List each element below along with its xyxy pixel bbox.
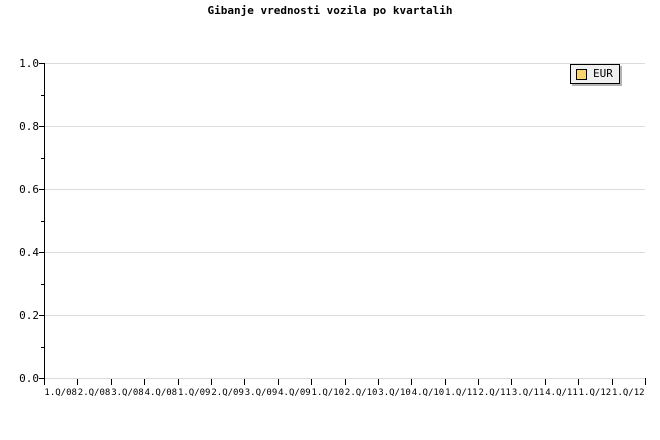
x-axis-tick [478,379,479,385]
x-axis-tick [445,379,446,385]
gridline [45,252,645,253]
legend-swatch-eur [576,68,587,80]
x-axis-tick-label: 1.Q/10 [311,388,345,398]
x-axis-tick [411,379,412,385]
x-axis-tick [545,379,546,385]
gridline [45,378,645,379]
y-axis-tick-label: 0.6 [19,183,39,196]
y-axis-tick [39,189,45,190]
x-axis-tick-label: 4.Q/08 [144,388,178,398]
x-axis-tick-label: 4.Q/11 [545,388,578,398]
gridline [45,315,645,316]
x-axis-tick [111,379,112,385]
gridline [45,126,645,127]
x-axis-tick [178,379,179,385]
chart-title: Gibanje vrednosti vozila po kvartalih [207,4,453,17]
x-axis-tick-label: 4.Q/09 [278,388,311,398]
x-axis-tick [211,379,212,385]
x-axis-tick-label: 2.Q/09 [211,388,244,398]
x-axis-tick [345,379,346,385]
x-axis-tick-label: 2.Q/11 [478,388,511,398]
y-axis-tick [39,126,45,127]
x-axis-tick [244,379,245,385]
x-axis-tick-label: 2.Q/08 [77,388,111,398]
x-axis-tick [311,379,312,385]
y-axis-tick-label: 0.0 [19,372,39,385]
x-axis-tick [511,379,512,385]
y-axis-tick-label: 0.8 [19,120,39,133]
gridline [45,189,645,190]
x-axis-tick-label: 3.Q/10 [378,388,411,398]
x-axis-tick [612,379,613,385]
y-axis-tick-label: 0.2 [19,309,39,322]
y-axis-minor-tick [41,284,45,285]
x-axis-tick-label: 3.Q/08 [111,388,144,398]
chart-legend[interactable]: EUR [570,64,620,84]
x-axis-tick-label: 3.Q/09 [244,388,278,398]
x-axis-tick-label: 1.Q/12 [578,388,612,398]
plot-area [44,63,645,378]
x-axis-tick-label: 1.Q/09 [177,388,211,398]
y-axis-tick-label: 0.4 [19,246,39,259]
y-axis-tick [39,252,45,253]
y-axis-tick-label: 1.0 [19,57,39,70]
legend-label-eur: EUR [593,67,613,80]
x-axis-tick [578,379,579,385]
x-axis-tick-label: 1.Q/08 [44,388,77,398]
y-axis-tick [39,378,45,379]
x-axis-tick-label: 1.Q/12 [612,388,645,398]
x-axis-tick [378,379,379,385]
x-axis-tick [144,379,145,385]
x-axis-tick [44,379,45,385]
x-axis-tick-label: 2.Q/10 [344,388,378,398]
x-axis-tick [645,379,646,385]
y-axis-minor-tick [41,221,45,222]
x-axis-tick-label: 1.Q/11 [445,388,478,398]
x-axis-tick-label: 3.Q/11 [511,388,545,398]
x-axis-tick-label: 4.Q/10 [411,388,445,398]
x-axis-tick [278,379,279,385]
y-axis-minor-tick [41,95,45,96]
y-axis-tick [39,315,45,316]
y-axis-minor-tick [41,347,45,348]
gridline [45,63,645,64]
y-axis-minor-tick [41,158,45,159]
x-axis-tick [77,379,78,385]
y-axis-tick [39,63,45,64]
